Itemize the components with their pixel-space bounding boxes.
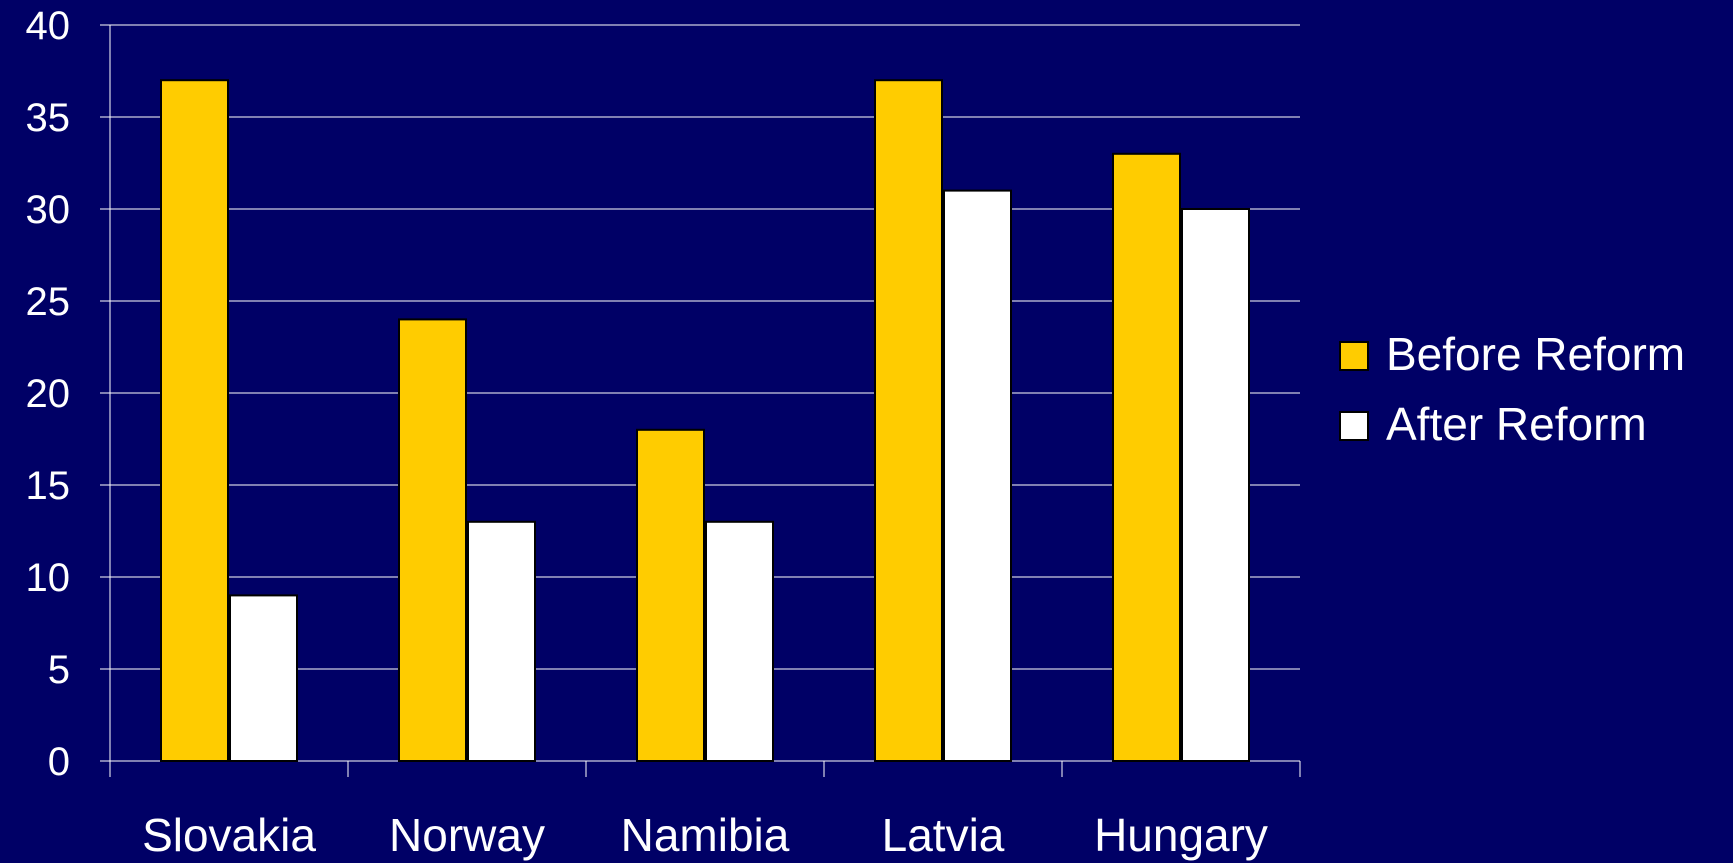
bar-after-reform-norway [467, 520, 536, 762]
bars [160, 79, 1250, 763]
bar-before-reform-latvia [874, 79, 943, 762]
bar-before-reform-norway [398, 318, 467, 762]
y-tick-label-25: 25 [26, 280, 71, 324]
bar-after-reform-latvia [943, 189, 1012, 763]
y-tick-label-0: 0 [48, 740, 70, 784]
legend-swatch-before-reform [1339, 341, 1369, 371]
x-tick-label-norway: Norway [389, 809, 545, 861]
y-tick-label-20: 20 [26, 372, 71, 416]
bar-after-reform-slovakia [229, 594, 298, 763]
legend-label-after-reform: After Reform [1386, 398, 1647, 450]
bar-before-reform-slovakia [160, 79, 229, 762]
y-tick-label-15: 15 [26, 464, 71, 508]
tick-labels: 0 5 10 15 20 25 30 35 40 Slovakia Norway Namibia Lat… [26, 4, 1268, 861]
axes [100, 24, 1301, 777]
y-tick-label-35: 35 [26, 96, 71, 140]
y-tick-label-40: 40 [26, 4, 71, 48]
y-tick-label-10: 10 [26, 556, 71, 600]
x-tick-label-slovakia: Slovakia [142, 809, 316, 861]
bar-after-reform-namibia [705, 520, 774, 762]
bar-after-reform-hungary [1181, 208, 1250, 762]
bar-before-reform-namibia [636, 428, 705, 762]
y-tick-label-30: 30 [26, 188, 71, 232]
x-tick-label-latvia: Latvia [882, 809, 1005, 861]
x-tick-label-hungary: Hungary [1094, 809, 1268, 861]
legend-label-before-reform: Before Reform [1386, 328, 1685, 380]
legend-swatch-after-reform [1339, 411, 1369, 441]
y-tick-label-5: 5 [48, 648, 70, 692]
x-tick-label-namibia: Namibia [621, 809, 790, 861]
legend: Before Reform After Reform [1339, 328, 1685, 450]
bar-before-reform-hungary [1112, 152, 1181, 763]
